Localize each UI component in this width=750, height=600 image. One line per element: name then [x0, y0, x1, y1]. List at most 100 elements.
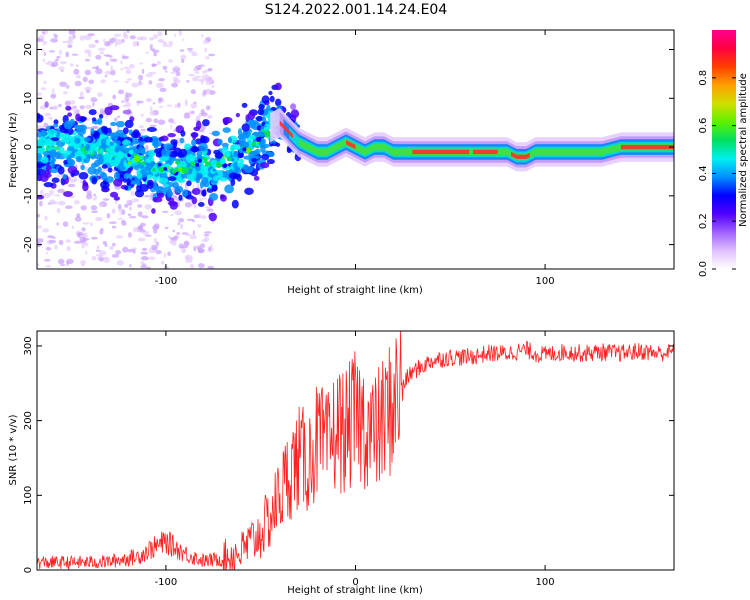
heatmap-cell [141, 161, 146, 166]
heatmap-noise-cell [59, 49, 62, 56]
heatmap-cell [148, 149, 156, 157]
heatmap-noise-cell [64, 84, 69, 88]
y-tick-label: 0 [23, 567, 34, 573]
heatmap-cell [44, 101, 49, 108]
heatmap-noise-cell [66, 246, 71, 251]
heatmap-noise-cell [76, 64, 79, 67]
heatmap-noise-cell [88, 43, 96, 49]
x-tick-label: 100 [536, 276, 555, 287]
heatmap-cell [242, 147, 247, 152]
heatmap-cell [105, 176, 114, 183]
heatmap-cell [275, 142, 281, 147]
heatmap-cell [187, 167, 193, 175]
heatmap-noise-cell [110, 69, 116, 76]
heatmap-noise-cell [170, 71, 176, 74]
heatmap-noise-cell [196, 183, 200, 187]
heatmap-cell [167, 176, 177, 182]
heatmap-cell [146, 182, 154, 190]
heatmap-noise-cell [140, 128, 147, 132]
heatmap-cell [261, 154, 270, 161]
heatmap-cell [42, 150, 53, 157]
heatmap-cell [256, 125, 262, 131]
heatmap-noise-cell [161, 260, 165, 265]
heatmap-cell [200, 136, 210, 144]
heatmap-noise-cell [161, 210, 169, 213]
heatmap-cell [237, 151, 244, 159]
heatmap-noise-cell [189, 110, 192, 116]
heatmap-core [346, 140, 356, 150]
heatmap-noise-cell [120, 68, 124, 71]
heatmap-cell [222, 127, 231, 133]
heatmap-cell [80, 164, 85, 171]
heatmap-noise-cell [207, 114, 213, 119]
heatmap-noise-cell [56, 174, 64, 178]
heatmap-noise-cell [190, 102, 198, 109]
heatmap-noise-cell [44, 215, 48, 221]
heatmap-noise-cell [130, 190, 136, 197]
heatmap-cell [39, 129, 47, 137]
heatmap-noise-cell [125, 92, 128, 98]
heatmap-cell [230, 178, 236, 186]
heatmap-cell [185, 167, 189, 171]
heatmap-noise-cell [146, 98, 152, 103]
heatmap-noise-cell [102, 198, 110, 201]
heatmap-cell [178, 167, 183, 172]
heatmap-noise-cell [105, 114, 108, 119]
heatmap-cell [57, 166, 65, 175]
heatmap-noise-cell [174, 33, 177, 37]
heatmap-noise-cell [104, 70, 113, 75]
heatmap-noise-cell [78, 96, 85, 100]
heatmap-noise-cell [175, 71, 181, 77]
heatmap-noise-cell [111, 225, 117, 229]
heatmap-noise-cell [48, 116, 53, 120]
heatmap-noise-cell [90, 205, 98, 211]
heatmap-noise-cell [198, 213, 202, 219]
heatmap-cell [167, 133, 176, 138]
heatmap-noise-cell [45, 246, 52, 251]
heatmap-noise-cell [104, 41, 111, 47]
heatmap-noise-cell [205, 105, 211, 111]
heatmap-noise-cell [120, 60, 123, 65]
heatmap-noise-cell [202, 89, 207, 96]
heatmap-noise-cell [204, 206, 212, 209]
heatmap-cell [75, 113, 81, 122]
heatmap-cell [79, 116, 87, 122]
heatmap-cell [151, 208, 156, 214]
heatmap-noise-cell [85, 58, 90, 62]
heatmap-cell [110, 121, 117, 127]
heatmap-cell [157, 192, 165, 199]
heatmap-noise-cell [159, 87, 167, 92]
heatmap-noise-cell [104, 243, 108, 248]
heatmap-noise-cell [141, 215, 149, 219]
heatmap-noise-cell [179, 49, 185, 52]
heatmap-noise-cell [128, 232, 132, 238]
heatmap-cell [93, 159, 101, 168]
heatmap-noise-cell [200, 109, 205, 115]
heatmap-noise-cell [140, 251, 149, 255]
heatmap-cell [60, 138, 70, 143]
heatmap-noise-cell [108, 221, 117, 224]
heatmap-noise-cell [52, 105, 59, 111]
heatmap-cell [266, 158, 275, 165]
heatmap-cell [143, 136, 153, 143]
heatmap-cell [224, 184, 235, 194]
heatmap-noise-cell [168, 118, 175, 123]
heatmap-cell [67, 146, 75, 152]
heatmap-cell [78, 172, 89, 180]
heatmap-noise-cell [74, 240, 81, 244]
heatmap-noise-cell [166, 104, 173, 107]
spectrogram-y-axis-label: Frequency (Hz) [8, 112, 19, 188]
heatmap-noise-cell [90, 97, 98, 103]
heatmap-noise-cell [137, 225, 144, 230]
x-tick-label: 100 [536, 577, 555, 588]
heatmap-cell [74, 150, 84, 157]
heatmap-cell [50, 159, 55, 168]
heatmap-noise-cell [176, 232, 180, 235]
heatmap-noise-cell [41, 48, 45, 52]
heatmap-cell [189, 166, 193, 170]
heatmap-noise-cell [65, 239, 71, 243]
heatmap-noise-cell [84, 69, 92, 76]
heatmap-noise-cell [208, 53, 216, 57]
heatmap-noise-cell [152, 49, 160, 53]
heatmap-noise-cell [153, 237, 157, 244]
